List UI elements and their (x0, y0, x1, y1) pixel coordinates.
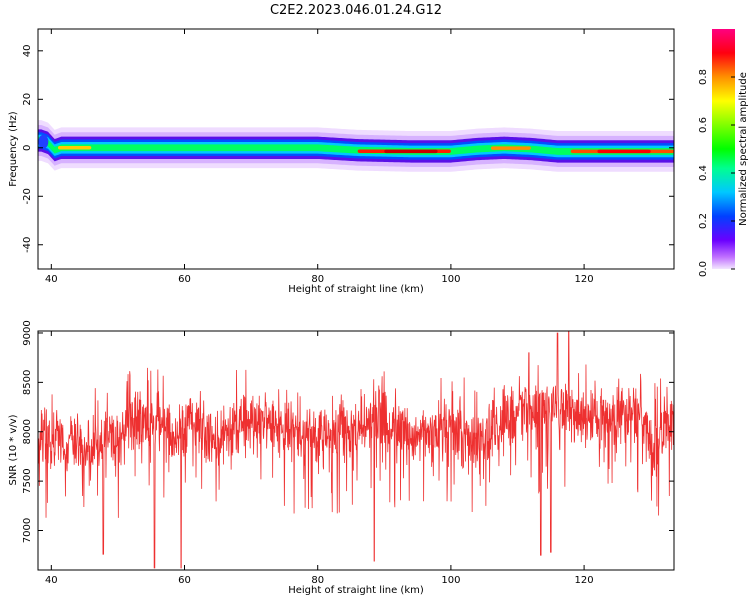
x-tick-label: 80 (311, 274, 324, 285)
ridge-hotspot (490, 146, 531, 150)
spectrogram-frame (37, 28, 675, 270)
x-tick-label: 40 (45, 274, 58, 285)
x-tick-label: 120 (575, 274, 594, 285)
colorbar-tick-label: 0.2 (698, 213, 709, 229)
colorbar-tick-label: 0.0 (698, 261, 709, 277)
snr-frame (37, 330, 675, 571)
ridge-hotspot (384, 149, 438, 154)
x-tick-label: 60 (178, 274, 191, 285)
colorbar-gradient (712, 29, 735, 269)
snr-series-line (38, 331, 674, 569)
ridge-hotspot (57, 146, 92, 150)
colorbar-tick-label: 0.4 (698, 165, 709, 181)
x-tick-label: 100 (441, 575, 460, 586)
y-tick-label: 40 (22, 44, 33, 57)
spectrogram-y-label: Frequency (Hz) (8, 111, 19, 187)
ridge-core (38, 129, 674, 163)
snr-x-label: Height of straight line (km) (288, 585, 424, 596)
spectrogram-image (38, 120, 674, 172)
snr-x-ticks: 40 60 80 100 120 (45, 331, 594, 586)
spectrogram-panel: 40 60 80 100 120 -40 -20 0 20 40 Height of strai… (8, 28, 675, 295)
spectrogram-y-ticks: -40 -20 0 20 40 (22, 44, 674, 253)
y-tick-label: 7500 (22, 468, 33, 493)
snr-panel: 40 60 80 100 120 7000 7500 8000 8500 9000 Height… (8, 320, 675, 596)
y-tick-label: 9000 (22, 320, 33, 345)
x-tick-label: 120 (575, 575, 594, 586)
ridge-start-plume (38, 134, 49, 149)
colorbar-tick-label: 0.6 (698, 117, 709, 133)
snr-y-label: SNR (10 * v/v) (8, 414, 19, 485)
spectrogram-x-ticks: 40 60 80 100 120 (45, 29, 594, 285)
colorbar: 0.0 0.2 0.4 0.6 0.8 Normalized spectral ampl… (698, 29, 749, 277)
ridge-band (38, 137, 674, 155)
colorbar-tick-label: 0.8 (698, 69, 709, 85)
x-tick-label: 60 (178, 575, 191, 586)
snr-plot-area (38, 331, 674, 569)
x-tick-label: 100 (441, 274, 460, 285)
y-tick-label: 8000 (22, 419, 33, 444)
y-tick-label: 8500 (22, 370, 33, 395)
x-tick-label: 40 (45, 575, 58, 586)
x-tick-label: 80 (311, 575, 324, 586)
colorbar-ticks: 0.0 0.2 0.4 0.6 0.8 (698, 69, 735, 277)
y-tick-label: -40 (22, 237, 33, 253)
y-tick-label: -20 (22, 188, 33, 204)
spectrogram-x-label: Height of straight line (km) (288, 284, 424, 295)
figure-title: C2E2.2023.046.01.24.G12 (270, 3, 442, 18)
snr-y-ticks: 7000 7500 8000 8500 9000 (22, 320, 674, 543)
colorbar-label: Normalized spectral amplitude (738, 72, 749, 226)
y-tick-label: 7000 (22, 518, 33, 543)
ridge-hotspot (597, 149, 651, 154)
y-tick-label: 20 (22, 93, 33, 106)
y-tick-label: 0 (22, 145, 33, 151)
